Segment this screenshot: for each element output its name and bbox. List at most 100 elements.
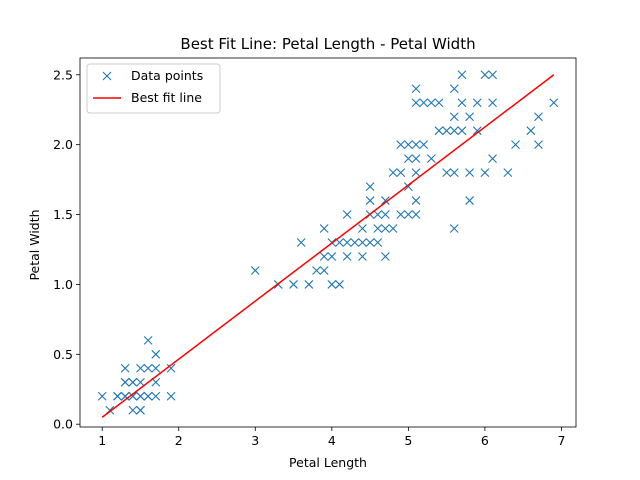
x-tick-label: 4	[328, 433, 336, 448]
data-point	[166, 391, 176, 401]
data-point	[381, 196, 390, 205]
data-point	[136, 391, 145, 401]
legend-x-marker	[102, 71, 112, 81]
data-point	[143, 391, 153, 401]
data-point	[403, 210, 413, 219]
data-point	[457, 70, 467, 80]
data-point	[319, 224, 329, 233]
legend-label-best-fit-line: Best fit line	[131, 90, 202, 105]
data-point	[419, 140, 429, 150]
data-point	[304, 280, 314, 289]
data-point	[120, 391, 130, 401]
data-point	[419, 98, 429, 108]
data-point	[296, 238, 306, 247]
data-point	[250, 266, 260, 275]
data-point	[113, 391, 122, 401]
data-point	[449, 112, 459, 122]
data-point	[381, 210, 390, 219]
data-point	[319, 266, 329, 275]
data-point	[289, 280, 298, 289]
data-point	[151, 349, 161, 359]
data-point	[335, 280, 344, 289]
data-point	[373, 224, 383, 233]
data-point	[465, 168, 474, 178]
data-point	[312, 266, 321, 275]
data-point	[434, 98, 444, 108]
data-point	[488, 70, 497, 80]
data-point	[151, 377, 161, 387]
data-point	[143, 335, 153, 345]
data-layer	[97, 70, 559, 418]
data-point	[449, 224, 459, 233]
data-point	[457, 98, 467, 108]
data-point	[358, 252, 367, 261]
x-tick-label: 5	[404, 433, 412, 448]
data-point	[136, 377, 145, 387]
legend: Data points Best fit line	[86, 63, 221, 114]
data-point	[128, 391, 138, 401]
data-point	[358, 224, 367, 233]
data-point	[434, 126, 444, 136]
data-point	[128, 377, 138, 387]
data-point	[442, 168, 452, 178]
data-point	[327, 252, 337, 261]
data-point	[549, 98, 559, 108]
data-point	[166, 363, 176, 373]
best-fit-line	[101, 74, 555, 418]
y-tick-label: 0.5	[53, 347, 73, 362]
x-axis-ticks: 1 2 3 4 5 6 7	[98, 427, 565, 448]
data-point	[526, 126, 536, 136]
y-axis-label: Petal Width	[27, 209, 42, 280]
data-point	[365, 196, 375, 205]
plot-background	[80, 58, 576, 427]
data-point	[373, 210, 383, 219]
axes-frame	[79, 57, 577, 428]
x-tick-label: 3	[251, 433, 259, 448]
y-tick-label: 1.0	[53, 277, 73, 292]
data-point	[396, 140, 406, 150]
data-point	[136, 363, 145, 373]
data-point	[449, 126, 459, 136]
data-point	[449, 168, 459, 178]
data-point	[358, 238, 367, 247]
data-point	[319, 252, 329, 261]
x-tick-label: 2	[175, 433, 183, 448]
y-tick-label: 0.0	[53, 417, 73, 432]
data-point	[381, 224, 390, 233]
data-point	[480, 168, 490, 178]
data-point	[403, 154, 413, 164]
axes-spines	[79, 57, 577, 428]
data-point	[342, 238, 352, 247]
data-point	[426, 98, 436, 108]
data-point	[151, 391, 161, 401]
data-point	[396, 210, 406, 219]
data-point	[534, 112, 543, 122]
data-point	[327, 280, 337, 289]
data-point	[373, 238, 383, 247]
data-point	[128, 405, 138, 415]
x-tick-label: 7	[557, 433, 565, 448]
data-point	[411, 84, 421, 94]
data-point	[120, 363, 130, 373]
legend-label-data-points: Data points	[131, 68, 203, 83]
data-point	[120, 377, 130, 387]
data-point	[488, 98, 497, 108]
chart-title: Best Fit Line: Petal Length - Petal Widt…	[180, 35, 475, 53]
data-point	[511, 140, 520, 150]
data-point	[503, 168, 513, 178]
plot-area	[80, 58, 576, 427]
data-point	[342, 210, 352, 219]
data-point	[411, 210, 421, 219]
data-point	[449, 84, 459, 94]
data-point	[411, 140, 421, 150]
data-point	[442, 126, 452, 136]
data-point	[488, 154, 497, 164]
y-tick-label: 2.5	[53, 67, 73, 82]
data-point	[457, 126, 467, 136]
data-point	[411, 98, 421, 108]
y-tick-label: 2.0	[53, 137, 73, 152]
data-point	[342, 252, 352, 261]
data-point	[388, 224, 398, 233]
data-point	[403, 140, 413, 150]
